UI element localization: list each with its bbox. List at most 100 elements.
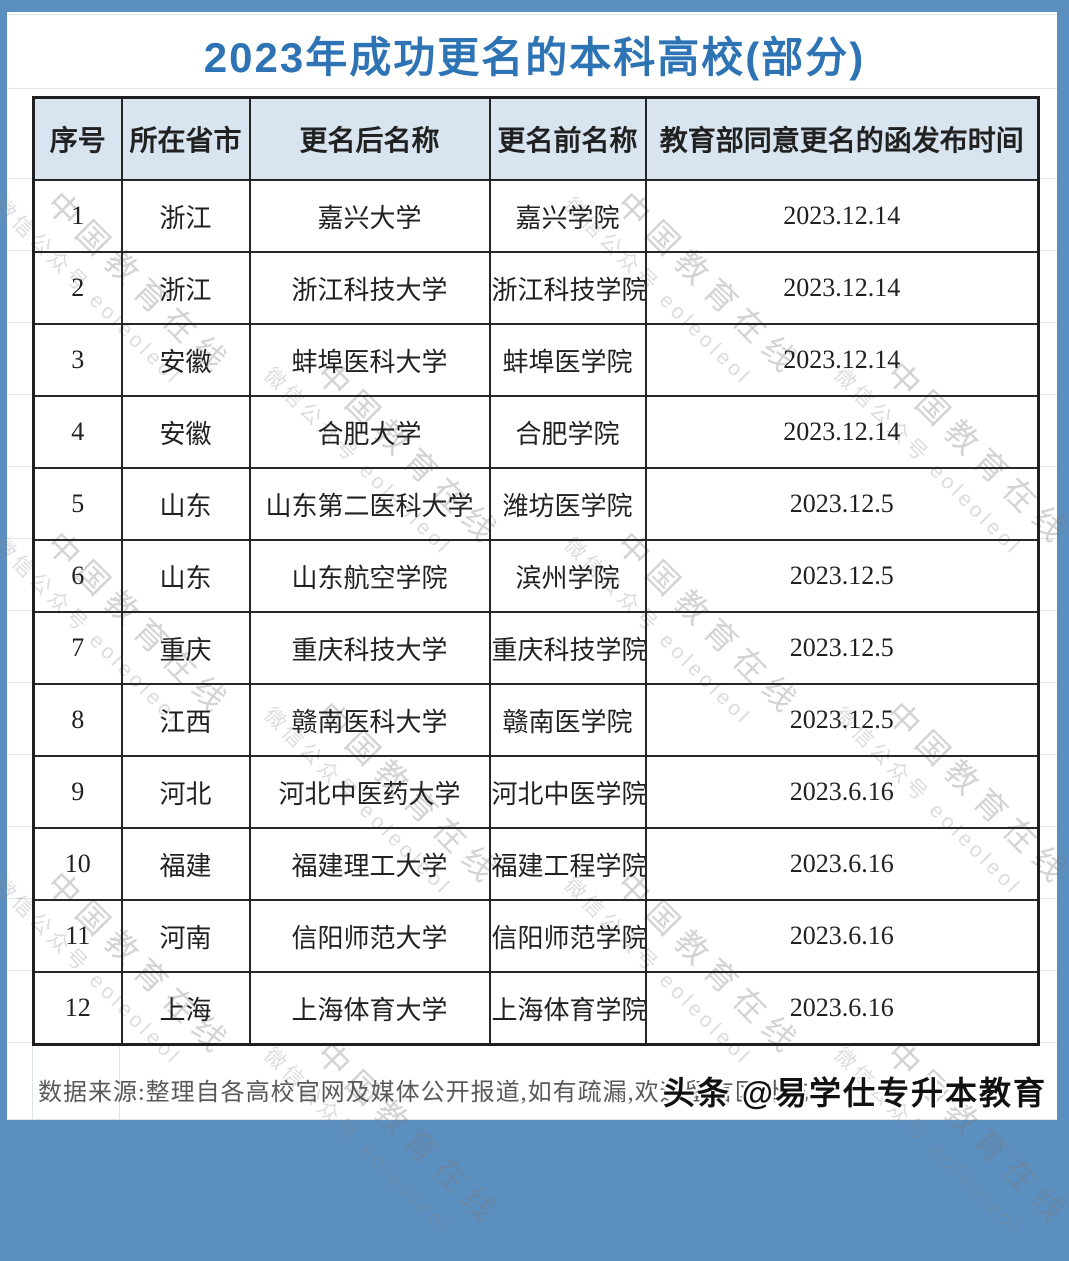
new-name-cell: 山东第二医科大学 xyxy=(248,467,491,541)
old-name-cell: 嘉兴学院 xyxy=(488,179,647,253)
gridline xyxy=(1037,538,1057,539)
gridline xyxy=(7,1042,32,1043)
renamed-universities-table: 序号 所在省市 更名后名称 更名前名称 教育部同意更名的函发布时间 1 浙江 嘉兴大学 嘉兴学… xyxy=(32,96,1040,1046)
gridline xyxy=(7,970,32,971)
table-row: 12 上海 上海体育大学 上海体育学院 2023.6.16 xyxy=(32,971,1040,1046)
table-row: 6 山东 山东航空学院 滨州学院 2023.12.5 xyxy=(32,539,1040,613)
row-index-cell: 9 xyxy=(32,755,123,829)
old-name-cell: 上海体育学院 xyxy=(488,971,647,1046)
province-cell: 上海 xyxy=(120,971,251,1046)
approval-date-cell: 2023.12.14 xyxy=(644,395,1040,469)
header-row: 序号 所在省市 更名后名称 更名前名称 教育部同意更名的函发布时间 xyxy=(32,96,1040,181)
approval-date-cell: 2023.12.5 xyxy=(644,467,1040,541)
row-index-cell: 7 xyxy=(32,611,123,685)
table-body: 1 浙江 嘉兴大学 嘉兴学院 2023.12.14 2 浙江 浙江科技大学 浙江科技学院 2023… xyxy=(32,179,1040,1046)
row-index-cell: 1 xyxy=(32,179,123,253)
gridline xyxy=(1037,250,1057,251)
new-name-cell: 合肥大学 xyxy=(248,395,491,469)
column-header: 更名前名称 xyxy=(488,96,647,181)
gridline xyxy=(1037,826,1057,827)
province-cell: 江西 xyxy=(120,683,251,757)
gridline xyxy=(1037,394,1057,395)
old-name-cell: 重庆科技学院 xyxy=(488,611,647,685)
gridline xyxy=(7,466,32,467)
row-index-cell: 3 xyxy=(32,323,123,397)
old-name-cell: 福建工程学院 xyxy=(488,827,647,901)
approval-date-cell: 2023.12.5 xyxy=(644,539,1040,613)
row-index-cell: 5 xyxy=(32,467,123,541)
row-index-cell: 10 xyxy=(32,827,123,901)
gridline xyxy=(7,682,32,683)
column-header: 所在省市 xyxy=(120,96,251,181)
row-index-cell: 6 xyxy=(32,539,123,613)
brand-watermark: 头条 @易学仕专升本教育 xyxy=(662,1075,1047,1111)
approval-date-cell: 2023.12.14 xyxy=(644,179,1040,253)
table-row: 10 福建 福建理工大学 福建工程学院 2023.6.16 xyxy=(32,827,1040,901)
gridline xyxy=(7,178,32,179)
province-cell: 浙江 xyxy=(120,251,251,325)
table-row: 9 河北 河北中医药大学 河北中医学院 2023.6.16 xyxy=(32,755,1040,829)
column-header: 更名后名称 xyxy=(248,96,491,181)
table-row: 2 浙江 浙江科技大学 浙江科技学院 2023.12.14 xyxy=(32,251,1040,325)
new-name-cell: 信阳师范大学 xyxy=(248,899,491,973)
province-cell: 山东 xyxy=(120,539,251,613)
gridline xyxy=(7,610,32,611)
province-cell: 河南 xyxy=(120,899,251,973)
row-index-cell: 12 xyxy=(32,971,123,1046)
approval-date-cell: 2023.6.16 xyxy=(644,899,1040,973)
table-row: 4 安徽 合肥大学 合肥学院 2023.12.14 xyxy=(32,395,1040,469)
gridline xyxy=(7,14,1057,15)
new-name-cell: 浙江科技大学 xyxy=(248,251,491,325)
row-index-cell: 4 xyxy=(32,395,123,469)
row-index-cell: 11 xyxy=(32,899,123,973)
old-name-cell: 滨州学院 xyxy=(488,539,647,613)
gridline xyxy=(1037,610,1057,611)
old-name-cell: 赣南医学院 xyxy=(488,683,647,757)
table-header: 序号 所在省市 更名后名称 更名前名称 教育部同意更名的函发布时间 xyxy=(32,96,1040,181)
gridline xyxy=(7,394,32,395)
gridline xyxy=(1037,970,1057,971)
infographic-root: { "chart_data": { "type": "table", "titl… xyxy=(0,12,1069,1240)
page-title: 2023年成功更名的本科高校(部分) xyxy=(203,34,866,81)
approval-date-cell: 2023.12.5 xyxy=(644,611,1040,685)
approval-date-cell: 2023.12.5 xyxy=(644,683,1040,757)
old-name-cell: 潍坊医学院 xyxy=(488,467,647,541)
new-name-cell: 嘉兴大学 xyxy=(248,179,491,253)
gridline xyxy=(1037,682,1057,683)
approval-date-cell: 2023.6.16 xyxy=(644,755,1040,829)
province-cell: 山东 xyxy=(120,467,251,541)
gridline xyxy=(1037,1042,1057,1043)
gridline xyxy=(7,898,32,899)
approval-date-cell: 2023.6.16 xyxy=(644,827,1040,901)
gridline xyxy=(7,538,32,539)
approval-date-cell: 2023.12.14 xyxy=(644,323,1040,397)
new-name-cell: 蚌埠医科大学 xyxy=(248,323,491,397)
old-name-cell: 蚌埠医学院 xyxy=(488,323,647,397)
gridline xyxy=(1037,466,1057,467)
gridline xyxy=(7,88,1057,89)
approval-date-cell: 2023.12.14 xyxy=(644,251,1040,325)
table-row: 1 浙江 嘉兴大学 嘉兴学院 2023.12.14 xyxy=(32,179,1040,253)
new-name-cell: 福建理工大学 xyxy=(248,827,491,901)
old-name-cell: 信阳师范学院 xyxy=(488,899,647,973)
gridline xyxy=(7,1119,1057,1120)
province-cell: 河北 xyxy=(120,755,251,829)
column-header: 序号 xyxy=(32,96,123,181)
gridline xyxy=(1037,898,1057,899)
source-note: 数据来源:整理自各高校官网及媒体公开报道,如有疏漏,欢迎留言区补充 xyxy=(38,1080,810,1106)
gridline xyxy=(32,1042,33,1119)
province-cell: 重庆 xyxy=(120,611,251,685)
gridline xyxy=(7,754,32,755)
new-name-cell: 河北中医药大学 xyxy=(248,755,491,829)
old-name-cell: 合肥学院 xyxy=(488,395,647,469)
table-row: 3 安徽 蚌埠医科大学 蚌埠医学院 2023.12.14 xyxy=(32,323,1040,397)
province-cell: 安徽 xyxy=(120,323,251,397)
gridline xyxy=(7,250,32,251)
province-cell: 浙江 xyxy=(120,179,251,253)
province-cell: 安徽 xyxy=(120,395,251,469)
old-name-cell: 河北中医学院 xyxy=(488,755,647,829)
new-name-cell: 山东航空学院 xyxy=(248,539,491,613)
old-name-cell: 浙江科技学院 xyxy=(488,251,647,325)
table-row: 5 山东 山东第二医科大学 潍坊医学院 2023.12.5 xyxy=(32,467,1040,541)
row-index-cell: 2 xyxy=(32,251,123,325)
